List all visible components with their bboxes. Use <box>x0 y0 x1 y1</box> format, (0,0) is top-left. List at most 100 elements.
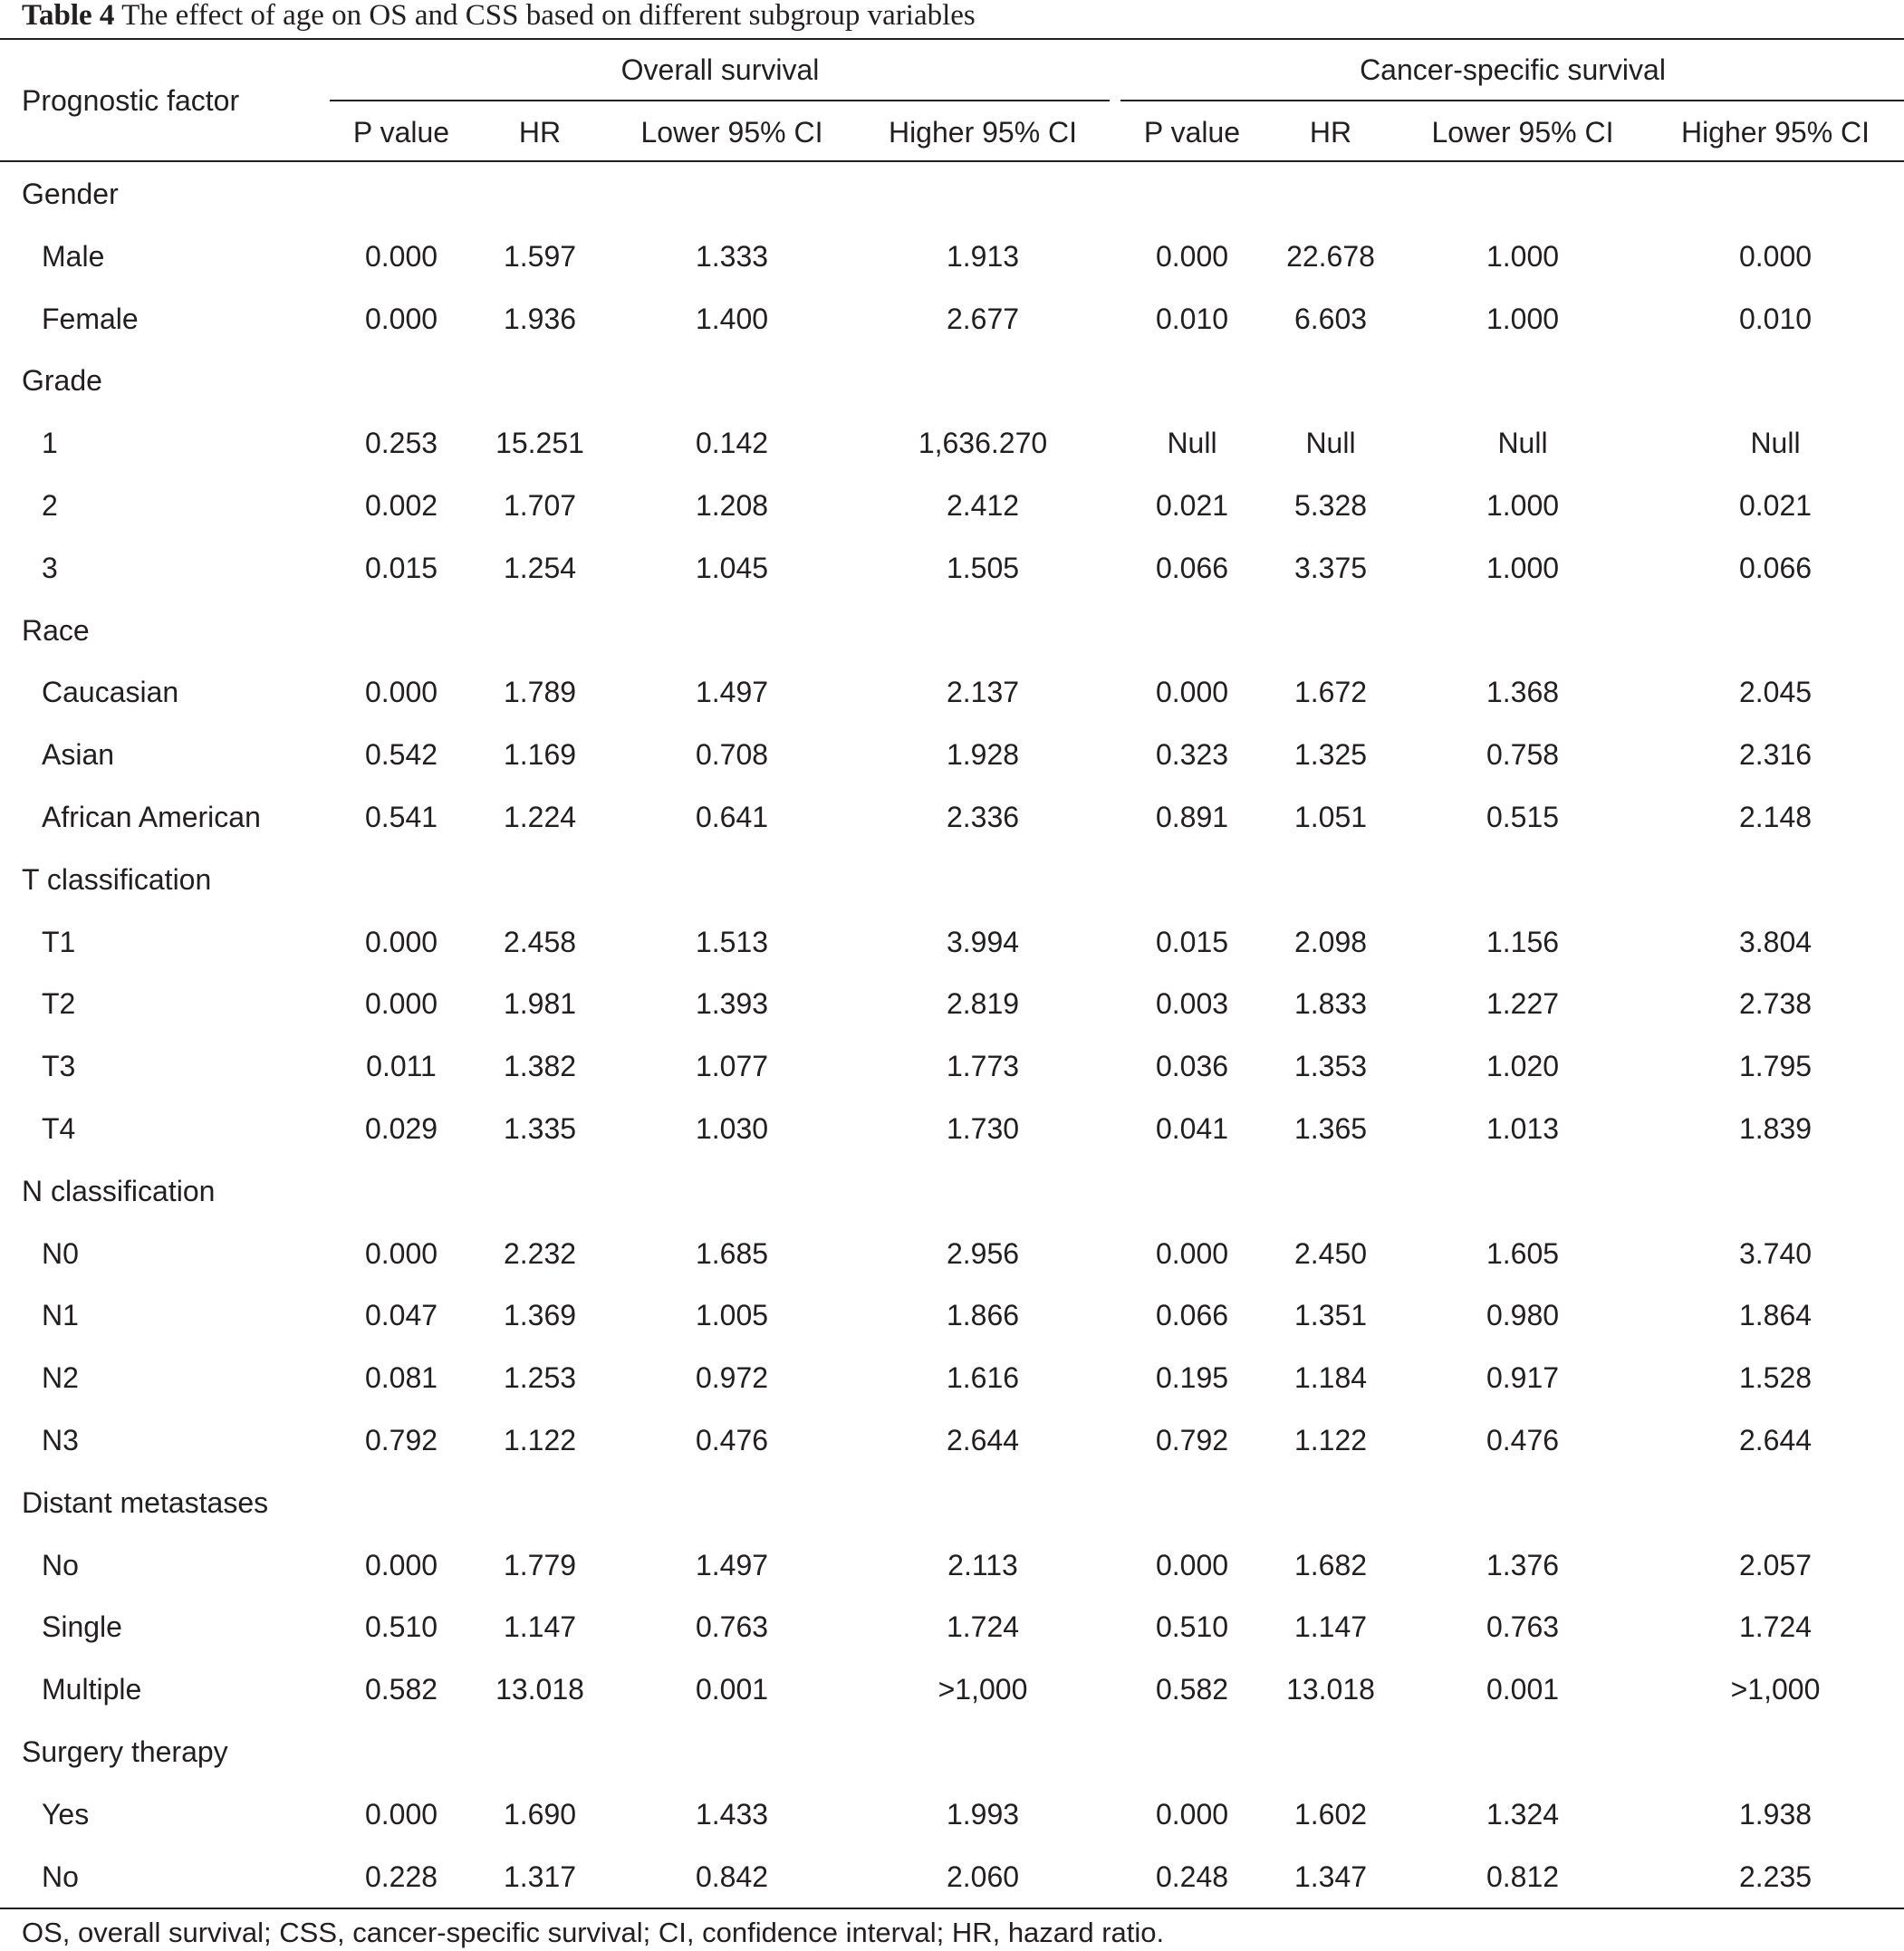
table-cell: 1.497 <box>695 1548 769 1581</box>
table-cell: 1.393 <box>695 987 769 1021</box>
table-cell: 0.081 <box>364 1361 438 1395</box>
column-header-os-0: P value <box>352 116 450 149</box>
table-cell: 1.789 <box>503 676 577 709</box>
table-cell: 1.147 <box>503 1610 577 1644</box>
table-cell: 0.002 <box>364 489 438 522</box>
table-header-rule <box>0 160 1904 162</box>
table-cell: 1.597 <box>503 239 577 273</box>
table-cell: 1.156 <box>1486 925 1560 958</box>
table-cell: 0.248 <box>1155 1860 1229 1893</box>
column-header-css-3: Higher 95% CI <box>1680 116 1870 149</box>
table-cell: 1.122 <box>503 1424 577 1456</box>
table-cell: 0.021 <box>1738 489 1813 522</box>
table-cell: 1.147 <box>1293 1610 1368 1644</box>
table-cell: 1.616 <box>946 1361 1020 1395</box>
row-label: 1 <box>42 427 58 460</box>
row-label: N3 <box>42 1424 79 1456</box>
table-cell: 1.369 <box>503 1299 577 1332</box>
table-cell: 1.325 <box>1293 738 1368 772</box>
table-cell: 2.738 <box>1738 987 1813 1021</box>
table-bottom-rule <box>0 1908 1904 1909</box>
table-cell: 0.000 <box>364 987 438 1021</box>
table-cell: 0.015 <box>364 551 438 584</box>
table-cell: 2.045 <box>1738 676 1813 709</box>
table-cell: 1.513 <box>695 925 769 958</box>
table-cell: 2.677 <box>946 302 1020 335</box>
table-cell: 1.184 <box>1293 1361 1368 1395</box>
table-cell: 5.328 <box>1293 489 1368 522</box>
table-cell: 0.917 <box>1486 1361 1560 1395</box>
table-cell: 0.021 <box>1155 489 1229 522</box>
table-cell: 1.605 <box>1486 1236 1560 1270</box>
table-cell: 0.066 <box>1155 1299 1229 1332</box>
table-cell: 0.000 <box>364 676 438 709</box>
table-cell: 0.000 <box>1155 676 1229 709</box>
table-cell: 2.819 <box>946 987 1020 1021</box>
table-cell: 1.000 <box>1486 551 1560 584</box>
table-cell: 0.228 <box>364 1860 438 1893</box>
group-label: N classification <box>22 1174 216 1207</box>
group-span-rule-overall-survival <box>330 100 1110 101</box>
table-cell: 0.763 <box>695 1610 769 1644</box>
table-cell: 0.758 <box>1486 738 1560 772</box>
table-cell: 1.993 <box>946 1797 1020 1831</box>
table-cell: 13.018 <box>1286 1673 1375 1706</box>
table-cell: 0.000 <box>1155 1797 1229 1831</box>
table-cell: 3.994 <box>946 925 1020 958</box>
table-cell: 1.928 <box>946 738 1020 772</box>
table-cell: 1.685 <box>695 1236 769 1270</box>
table-cell: 1.682 <box>1293 1548 1368 1581</box>
table-cell: 0.000 <box>364 925 438 958</box>
row-label: T1 <box>42 925 76 958</box>
table-cell: 1.051 <box>1293 801 1368 833</box>
row-label: Caucasian <box>42 676 179 709</box>
table-cell: 1.773 <box>946 1050 1020 1083</box>
table-cell: 1.317 <box>503 1860 577 1893</box>
table-cell: 0.003 <box>1155 987 1229 1021</box>
row-label: 2 <box>42 489 58 522</box>
group-label: Race <box>22 613 90 647</box>
table-cell: 1.224 <box>503 801 577 833</box>
row-label: Multiple <box>42 1673 142 1706</box>
table-cell: 0.000 <box>1155 239 1229 273</box>
table-cell: 2.148 <box>1738 801 1813 833</box>
column-header-os-2: Lower 95% CI <box>640 116 823 149</box>
table-cell: 1.333 <box>695 239 769 273</box>
table-cell: 0.011 <box>366 1050 437 1083</box>
column-header-css-1: HR <box>1309 116 1352 149</box>
table-cell: 1.936 <box>503 302 577 335</box>
table-cell: 0.980 <box>1486 1299 1560 1332</box>
table-cell: 1.505 <box>946 551 1020 584</box>
table-cell: 0.066 <box>1155 551 1229 584</box>
column-header-os-3: Higher 95% CI <box>888 116 1078 149</box>
table-cell: 0.010 <box>1738 302 1813 335</box>
table-cell: 1.169 <box>503 738 577 772</box>
group-span-rule-cancer-specific-survival <box>1120 100 1904 101</box>
table-cell: 1.795 <box>1738 1050 1813 1083</box>
table-cell: 13.018 <box>495 1673 584 1706</box>
table-cell: 1.672 <box>1293 676 1368 709</box>
row-label: Female <box>42 302 139 335</box>
table-cell: 1,636.270 <box>918 427 1048 460</box>
table-cell: 0.812 <box>1486 1860 1560 1893</box>
row-label: N2 <box>42 1361 79 1395</box>
row-label: T2 <box>42 987 76 1021</box>
group-label: Grade <box>22 364 102 398</box>
table-cell: 0.041 <box>1155 1112 1229 1145</box>
table-cell: >1,000 <box>938 1673 1028 1706</box>
table-cell: 1.353 <box>1293 1050 1368 1083</box>
table-cell: 0.029 <box>364 1112 438 1145</box>
table-cell: 1.347 <box>1293 1860 1368 1893</box>
group-header-overall-survival: Overall survival <box>620 53 820 86</box>
table-cell: 1.833 <box>1293 987 1368 1021</box>
table-cell: 0.015 <box>1155 925 1229 958</box>
table-cell: 2.336 <box>946 801 1020 833</box>
row-label: N0 <box>42 1236 79 1270</box>
table-cell: 1.839 <box>1738 1112 1813 1145</box>
table-cell: 1.227 <box>1486 987 1560 1021</box>
table-cell: 2.644 <box>1738 1424 1813 1456</box>
table-cell: 0.000 <box>364 1797 438 1831</box>
table-cell: 15.251 <box>495 427 584 460</box>
column-header-css-2: Lower 95% CI <box>1431 116 1614 149</box>
column-header-css-0: P value <box>1143 116 1241 149</box>
